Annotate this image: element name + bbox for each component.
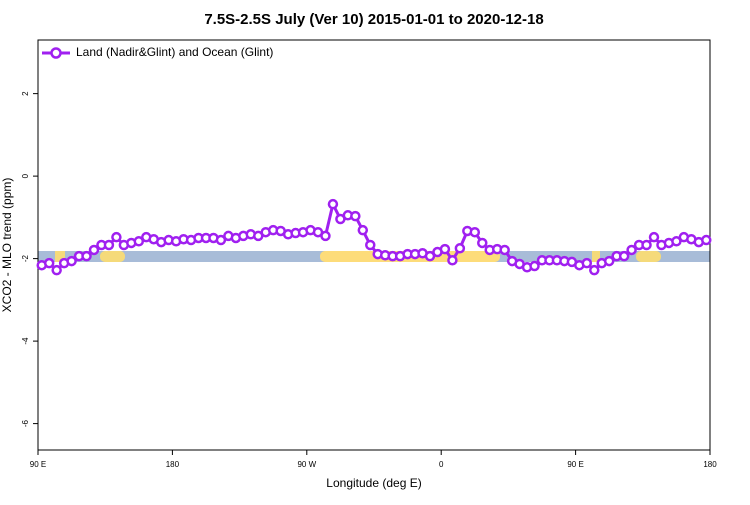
data-point	[626, 244, 637, 256]
data-point	[469, 226, 481, 238]
y-tick-label: 0	[21, 173, 30, 178]
data-point	[215, 234, 227, 246]
land-band	[636, 251, 661, 262]
x-axis-label: Longitude (deg E)	[326, 476, 421, 490]
data-point	[133, 236, 145, 247]
x-tick-label: 90 E	[30, 460, 46, 469]
land-band	[100, 251, 125, 262]
data-point	[447, 255, 458, 266]
data-point	[671, 236, 682, 247]
data-point	[477, 237, 488, 249]
data-point	[454, 243, 466, 254]
data-point	[365, 239, 376, 251]
y-tick-label: -4	[21, 337, 30, 345]
data-point	[43, 257, 55, 269]
data-point	[357, 224, 369, 236]
x-tick-label: 90 W	[297, 460, 316, 469]
data-point	[111, 231, 122, 243]
data-point	[648, 231, 660, 243]
land-band	[592, 251, 600, 262]
data-point	[327, 198, 339, 210]
y-axis-label: XCO2 - MLO trend (ppm)	[0, 178, 14, 313]
data-point	[88, 244, 100, 256]
data-point	[701, 234, 712, 246]
data-point	[439, 243, 451, 255]
data-point	[320, 230, 331, 242]
data-point	[499, 244, 510, 256]
plot-frame	[37, 39, 711, 451]
y-tick-label: -2	[21, 255, 30, 263]
land-band	[55, 251, 65, 262]
data-point	[103, 239, 115, 251]
y-tick-label: 2	[21, 91, 30, 96]
data-point	[641, 239, 652, 251]
data-point	[529, 260, 540, 272]
data-point	[589, 264, 600, 276]
y-tick-label: -6	[21, 420, 30, 428]
data-point	[51, 264, 62, 276]
x-tick-label: 0	[439, 460, 444, 469]
data-point	[581, 257, 593, 269]
data-point	[81, 250, 92, 262]
x-tick-label: 90 E	[567, 460, 583, 469]
data-point	[603, 255, 615, 267]
legend: Land (Nadir&Glint) and Ocean (Glint)	[42, 45, 273, 59]
legend-marker	[50, 47, 62, 59]
data-point	[424, 250, 436, 262]
data-point	[66, 255, 77, 267]
x-tick-label: 180	[166, 460, 180, 469]
chart-title: 7.5S-2.5S July (Ver 10) 2015-01-01 to 20…	[204, 11, 543, 28]
data-point	[618, 250, 630, 262]
x-tick-label: 180	[703, 460, 717, 469]
legend-label: Land (Nadir&Glint) and Ocean (Glint)	[76, 45, 273, 59]
data-point	[350, 210, 361, 222]
